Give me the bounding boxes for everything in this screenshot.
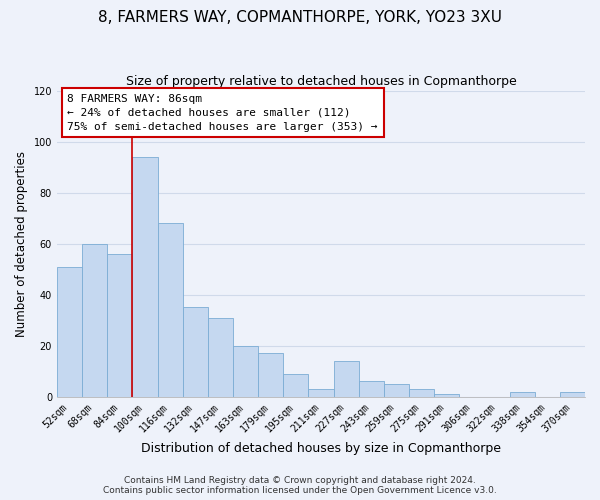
- Bar: [308, 389, 334, 397]
- Bar: [258, 354, 283, 397]
- Bar: [283, 374, 308, 397]
- Bar: [107, 254, 133, 397]
- Bar: [434, 394, 459, 397]
- Bar: [384, 384, 409, 397]
- Bar: [560, 392, 585, 397]
- Text: 8, FARMERS WAY, COPMANTHORPE, YORK, YO23 3XU: 8, FARMERS WAY, COPMANTHORPE, YORK, YO23…: [98, 10, 502, 25]
- Bar: [158, 224, 182, 397]
- Bar: [409, 389, 434, 397]
- Bar: [233, 346, 258, 397]
- Bar: [359, 382, 384, 397]
- Text: Contains HM Land Registry data © Crown copyright and database right 2024.
Contai: Contains HM Land Registry data © Crown c…: [103, 476, 497, 495]
- Title: Size of property relative to detached houses in Copmanthorpe: Size of property relative to detached ho…: [125, 75, 517, 88]
- Bar: [334, 361, 359, 397]
- Bar: [82, 244, 107, 397]
- Y-axis label: Number of detached properties: Number of detached properties: [15, 150, 28, 336]
- Text: 8 FARMERS WAY: 86sqm
← 24% of detached houses are smaller (112)
75% of semi-deta: 8 FARMERS WAY: 86sqm ← 24% of detached h…: [67, 94, 378, 132]
- Bar: [133, 157, 158, 397]
- Bar: [182, 308, 208, 397]
- Bar: [57, 266, 82, 397]
- Bar: [208, 318, 233, 397]
- X-axis label: Distribution of detached houses by size in Copmanthorpe: Distribution of detached houses by size …: [141, 442, 501, 455]
- Bar: [509, 392, 535, 397]
